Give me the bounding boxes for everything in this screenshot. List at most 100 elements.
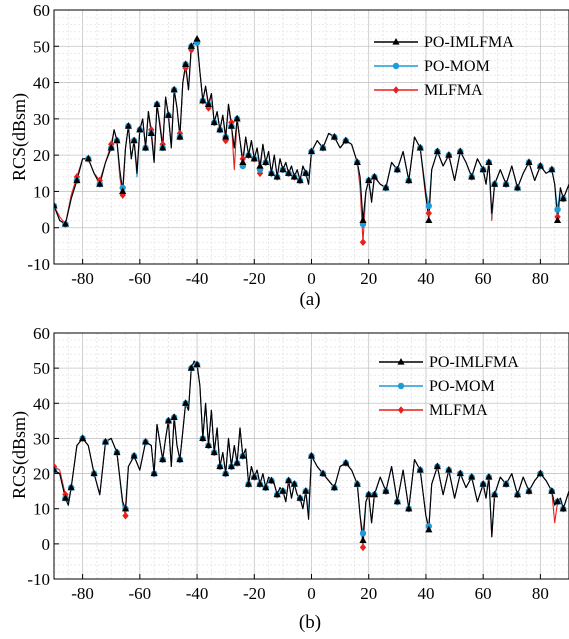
data-point bbox=[267, 476, 276, 484]
legend: PO-IMLFMA PO-MOM MLFMA bbox=[379, 354, 519, 419]
legend-label: PO-IMLFMA bbox=[429, 354, 519, 371]
data-point bbox=[290, 172, 298, 180]
legend-marker bbox=[397, 406, 405, 414]
data-point bbox=[307, 452, 316, 459]
plot-area: -80 -60 -40 -20 0 20 40 60 80 -10 0 10 20 30 40 50 60 PO-… bbox=[27, 324, 569, 603]
data-point bbox=[416, 143, 424, 151]
data-point bbox=[330, 483, 338, 491]
data-point bbox=[67, 483, 75, 491]
y-tick-label: 0 bbox=[42, 219, 51, 238]
chart-panel-a: -80 -60 -40 -20 0 20 40 60 80 -10 0 10 20 30 40 50 60 PO-… bbox=[9, 1, 569, 310]
legend-marker bbox=[397, 382, 405, 390]
data-point bbox=[147, 129, 155, 136]
y-tick-label: 40 bbox=[33, 394, 50, 413]
data-point bbox=[479, 165, 487, 173]
data-point bbox=[559, 194, 567, 202]
data-point bbox=[359, 530, 367, 537]
y-tick-label: 20 bbox=[33, 465, 50, 484]
data-point bbox=[485, 158, 493, 165]
data-point bbox=[107, 143, 115, 151]
plot-area: -80 -60 -40 -20 0 20 40 60 80 -10 0 10 20 30 40 50 60 PO-… bbox=[27, 1, 569, 288]
data-point bbox=[296, 176, 304, 184]
data-point bbox=[353, 158, 361, 165]
data-point bbox=[61, 220, 70, 227]
x-tick-label: -80 bbox=[71, 269, 94, 288]
data-point bbox=[159, 455, 167, 463]
data-point bbox=[359, 543, 367, 552]
data-point bbox=[285, 476, 293, 484]
data-point bbox=[307, 147, 316, 155]
legend-item: PO-IMLFMA bbox=[379, 354, 519, 371]
data-point bbox=[73, 176, 81, 184]
data-point bbox=[359, 216, 367, 224]
data-point bbox=[182, 60, 190, 68]
y-axis-label: RCS(dBsm) bbox=[9, 411, 30, 499]
legend-label: PO-IMLFMA bbox=[424, 34, 514, 51]
data-point bbox=[479, 480, 487, 487]
x-tick-label: 40 bbox=[417, 584, 434, 603]
y-tick-label: 30 bbox=[33, 110, 50, 129]
data-point bbox=[548, 165, 556, 173]
data-point bbox=[136, 125, 144, 133]
series-group bbox=[54, 360, 569, 552]
data-point bbox=[279, 165, 287, 173]
data-point bbox=[359, 536, 367, 543]
data-point bbox=[433, 462, 441, 470]
x-tick-label: -40 bbox=[186, 584, 209, 603]
data-point bbox=[502, 180, 510, 187]
data-point bbox=[121, 504, 130, 512]
data-point bbox=[330, 133, 338, 140]
legend-label: MLFMA bbox=[429, 402, 488, 419]
data-point bbox=[205, 104, 212, 112]
data-point bbox=[502, 480, 510, 487]
data-point bbox=[61, 494, 70, 501]
data-point bbox=[285, 169, 293, 176]
legend-label: PO-MOM bbox=[424, 58, 490, 75]
legend-item: PO-IMLFMA bbox=[374, 34, 514, 51]
legend-marker bbox=[397, 358, 405, 365]
data-point bbox=[141, 143, 150, 151]
data-point bbox=[199, 434, 207, 442]
data-point bbox=[101, 437, 110, 445]
data-point bbox=[122, 511, 129, 520]
y-tick-label: 10 bbox=[33, 500, 50, 519]
data-point bbox=[262, 483, 270, 491]
panel-label: (a) bbox=[299, 289, 320, 310]
data-point bbox=[319, 469, 327, 477]
data-point bbox=[222, 469, 230, 477]
data-point bbox=[445, 466, 453, 473]
data-point bbox=[267, 169, 276, 176]
data-point bbox=[170, 413, 178, 420]
data-point bbox=[359, 238, 367, 247]
data-point bbox=[290, 480, 298, 487]
data-point bbox=[54, 466, 58, 473]
data-point bbox=[150, 469, 158, 477]
data-point bbox=[468, 473, 476, 480]
data-point bbox=[536, 162, 544, 169]
y-tick-label: 30 bbox=[33, 429, 50, 448]
data-point bbox=[273, 172, 281, 180]
data-point bbox=[382, 183, 390, 191]
data-point bbox=[84, 154, 92, 162]
data-point bbox=[342, 136, 350, 144]
panel-label: (b) bbox=[299, 612, 321, 633]
data-point bbox=[548, 487, 556, 494]
data-point bbox=[193, 360, 201, 368]
data-point bbox=[79, 434, 87, 442]
data-point bbox=[256, 480, 264, 487]
data-point bbox=[491, 490, 499, 498]
data-point bbox=[170, 85, 178, 93]
x-tick-label: -60 bbox=[128, 584, 151, 603]
x-tick-label: 20 bbox=[360, 269, 377, 288]
data-point bbox=[233, 114, 241, 122]
data-point bbox=[153, 100, 161, 107]
x-tick-label: 80 bbox=[532, 269, 549, 288]
legend-marker bbox=[392, 86, 400, 94]
legend-marker bbox=[392, 62, 400, 70]
data-point bbox=[393, 497, 401, 505]
data-point bbox=[456, 147, 464, 155]
legend-item: PO-MOM bbox=[374, 58, 490, 75]
data-point bbox=[193, 35, 201, 42]
data-point bbox=[365, 176, 373, 184]
